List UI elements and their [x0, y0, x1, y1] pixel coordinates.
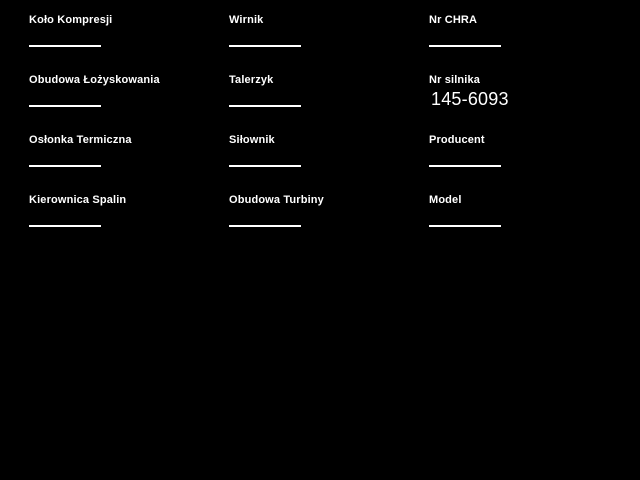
- field-obudowa-turbiny[interactable]: Obudowa Turbiny: [229, 194, 429, 254]
- field-label: Wirnik: [229, 14, 264, 26]
- field-talerzyk[interactable]: Talerzyk: [229, 74, 429, 134]
- field-label: Kierownica Spalin: [29, 194, 127, 206]
- field-underline: [29, 105, 101, 107]
- field-label: Talerzyk: [229, 74, 274, 86]
- field-underline: [429, 45, 501, 47]
- field-grid: Koło Kompresji Wirnik Nr CHRA Obudowa Ło…: [29, 14, 569, 254]
- field-underline: [29, 45, 101, 47]
- field-label: Model: [429, 194, 462, 206]
- field-value: 145-6093: [431, 89, 509, 109]
- field-label: Osłonka Termiczna: [29, 134, 132, 146]
- field-label: Producent: [429, 134, 485, 146]
- field-wirnik[interactable]: Wirnik: [229, 14, 429, 74]
- field-producent[interactable]: Producent: [429, 134, 569, 194]
- field-kolo-kompresji[interactable]: Koło Kompresji: [29, 14, 229, 74]
- field-underline: [429, 225, 501, 227]
- field-model[interactable]: Model: [429, 194, 569, 254]
- field-oslonka-termiczna[interactable]: Osłonka Termiczna: [29, 134, 229, 194]
- field-label: Obudowa Turbiny: [229, 194, 324, 206]
- field-label: Obudowa Łożyskowania: [29, 74, 160, 86]
- field-label: Nr silnika: [429, 74, 481, 86]
- field-underline: [229, 105, 301, 107]
- field-kierownica-spalin[interactable]: Kierownica Spalin: [29, 194, 229, 254]
- field-nr-chra[interactable]: Nr CHRA: [429, 14, 569, 74]
- field-label: Nr CHRA: [429, 14, 478, 26]
- field-underline: [229, 45, 301, 47]
- field-underline: [429, 165, 501, 167]
- field-nr-silnika[interactable]: Nr silnika 145-6093: [429, 74, 569, 134]
- field-underline: [29, 165, 101, 167]
- field-underline: [229, 225, 301, 227]
- field-underline: [229, 165, 301, 167]
- field-obudowa-lozyskowania[interactable]: Obudowa Łożyskowania: [29, 74, 229, 134]
- field-silownik[interactable]: Siłownik: [229, 134, 429, 194]
- field-label: Koło Kompresji: [29, 14, 113, 26]
- field-label: Siłownik: [229, 134, 275, 146]
- field-underline: [29, 225, 101, 227]
